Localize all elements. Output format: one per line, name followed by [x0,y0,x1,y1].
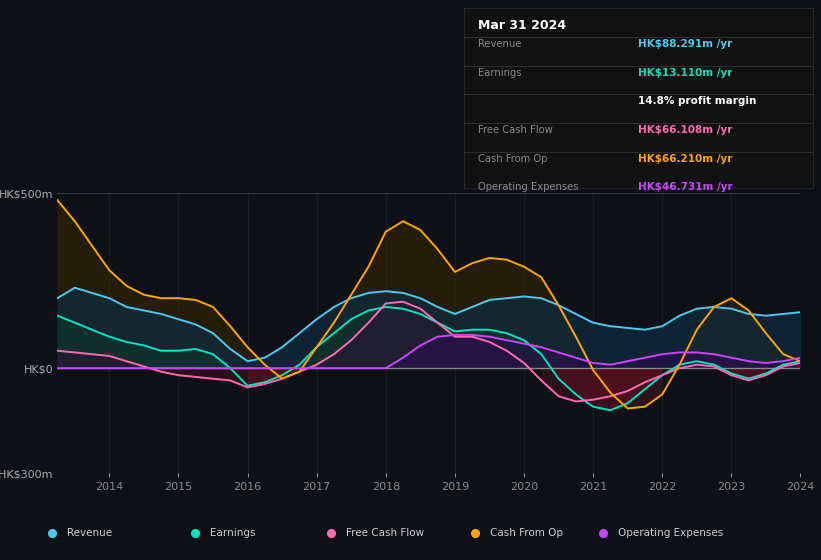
Text: Free Cash Flow: Free Cash Flow [478,125,553,135]
Text: HK$66.210m /yr: HK$66.210m /yr [639,153,732,164]
Text: 14.8% profit margin: 14.8% profit margin [639,96,757,106]
Text: Revenue: Revenue [67,529,112,538]
Text: Cash From Op: Cash From Op [478,153,548,164]
Text: HK$88.291m /yr: HK$88.291m /yr [639,39,732,49]
Text: Earnings: Earnings [210,529,256,538]
Text: Mar 31 2024: Mar 31 2024 [478,19,566,32]
Text: Operating Expenses: Operating Expenses [618,529,723,538]
Text: Revenue: Revenue [478,39,521,49]
Text: HK$66.108m /yr: HK$66.108m /yr [639,125,732,135]
Text: Operating Expenses: Operating Expenses [478,182,578,192]
Text: Cash From Op: Cash From Op [490,529,563,538]
Text: Earnings: Earnings [478,68,521,77]
Text: HK$46.731m /yr: HK$46.731m /yr [639,182,733,192]
Text: HK$13.110m /yr: HK$13.110m /yr [639,68,732,77]
Text: Free Cash Flow: Free Cash Flow [346,529,424,538]
